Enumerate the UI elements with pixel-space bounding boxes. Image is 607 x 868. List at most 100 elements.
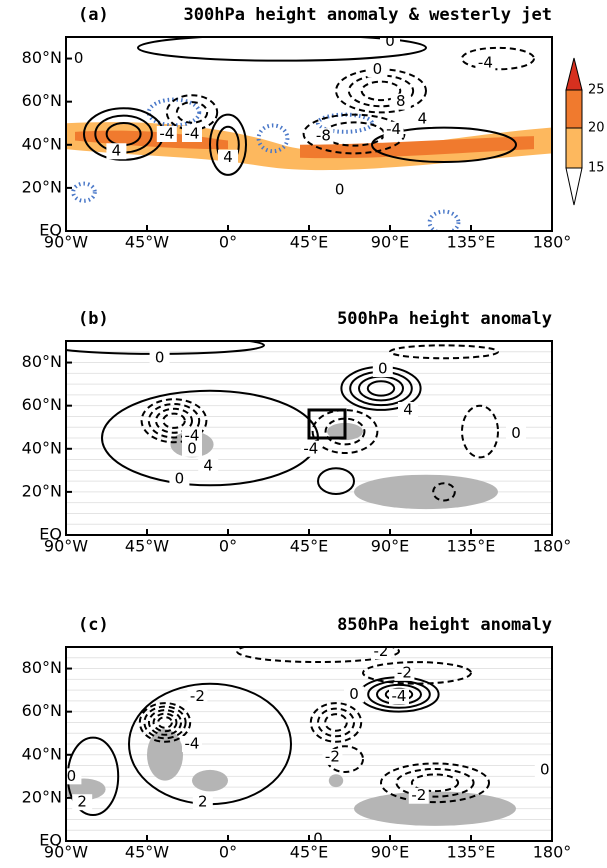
contour-label-bg: [394, 664, 415, 681]
contour-label-bg: [398, 401, 418, 418]
contour-label-bg: [66, 768, 82, 785]
contour-label-bg: [308, 830, 328, 841]
contour-label-bg: [412, 110, 433, 127]
contour-label: -2: [374, 642, 389, 660]
colorbar-tick-label: 25: [588, 83, 605, 98]
contour: [138, 702, 192, 743]
x-tick-label: 180°: [533, 233, 572, 252]
contour-label-bg: [475, 54, 496, 71]
contour-label: -4: [185, 735, 200, 753]
stipple: [316, 112, 374, 134]
colorbar-segment: [565, 127, 583, 169]
contour-label-bg: [192, 794, 213, 811]
contour: [157, 716, 173, 729]
contour-label: 0: [335, 181, 345, 199]
contour-label: -4: [386, 120, 401, 138]
contour-label-bg: [390, 93, 411, 110]
colorbar-tick-label: 15: [588, 161, 605, 176]
panel-label: (b): [78, 309, 109, 329]
shading: [354, 474, 498, 510]
contour-label-bg: [182, 440, 202, 457]
contour-label: 0: [187, 439, 197, 457]
contour-label-bg: [383, 121, 404, 138]
contour-label: 4: [223, 148, 233, 166]
contour: [395, 767, 475, 798]
contour-label: 4: [203, 457, 213, 475]
contour: [317, 707, 355, 738]
x-tick-label: 0°: [219, 233, 237, 252]
contour: [324, 713, 348, 732]
colorbar-segment: [565, 57, 583, 91]
contour: [147, 403, 201, 439]
y-tick-label: 80°N: [22, 48, 62, 67]
contour-label-bg: [380, 37, 400, 50]
contour: [324, 417, 366, 446]
x-tick-label: 90°W: [44, 843, 88, 862]
x-tick-label: 90°E: [371, 233, 409, 252]
x-tick-label: 0°: [219, 537, 237, 556]
contour-label-bg: [187, 688, 208, 705]
y-tick-label: 60°N: [22, 395, 62, 414]
y-tick-label: 80°N: [22, 658, 62, 677]
shading: [328, 774, 344, 788]
y-tick-label: 40°N: [22, 744, 62, 763]
x-tick-label: 90°W: [44, 537, 88, 556]
contour-label: 2: [77, 793, 87, 811]
contour-label: 8: [396, 92, 406, 110]
contour: [311, 409, 379, 455]
contour-label: 0: [175, 469, 185, 487]
y-tick-label: 20°N: [22, 481, 62, 500]
contour-label: 0: [511, 424, 521, 442]
shading: [192, 769, 228, 792]
x-tick-label: 135°E: [447, 843, 496, 862]
contour: [143, 705, 187, 740]
contour: [360, 80, 402, 102]
contour-label-bg: [313, 128, 334, 145]
stipple: [256, 123, 290, 154]
contour-label-bg: [367, 61, 388, 78]
contour: [236, 647, 400, 664]
contour-label: 0: [373, 60, 383, 78]
contour-label: -4: [303, 439, 318, 457]
contour: [326, 745, 364, 773]
y-tick-label: 60°N: [22, 91, 62, 110]
x-tick-label: 180°: [533, 843, 572, 862]
contour: [162, 412, 186, 429]
y-tick-label: 40°N: [22, 134, 62, 153]
contour-label: 0: [378, 360, 388, 378]
contour: [366, 380, 396, 397]
panel-label: (c): [78, 615, 109, 635]
panel-title: 300hPa height anomaly & westerly jet: [184, 5, 552, 25]
y-tick-label: 20°N: [22, 177, 62, 196]
contour-label: -4: [185, 125, 200, 143]
contour-label-bg: [408, 787, 429, 804]
contour-label: -4: [478, 53, 493, 71]
contour-label-bg: [156, 126, 177, 142]
contour-label: -2: [411, 786, 426, 804]
stipple: [146, 97, 202, 128]
contour-label-bg: [534, 761, 552, 778]
contour: [140, 398, 208, 444]
panel-label: (a): [78, 5, 109, 25]
contour-label: 2: [198, 793, 208, 811]
x-tick-label: 90°E: [371, 843, 409, 862]
contour-label-bg: [329, 182, 350, 199]
contour: [389, 344, 499, 360]
x-tick-label: 45°E: [290, 233, 328, 252]
contour-label: 0: [313, 829, 323, 847]
contour-label: 4: [418, 109, 428, 127]
y-tick-label: EQ: [39, 525, 62, 544]
contour-label: 4: [112, 142, 122, 160]
contour: [302, 113, 406, 155]
contour-label: -8: [316, 127, 331, 145]
colorbar: 15 20 25: [565, 57, 605, 206]
shading: [147, 728, 183, 781]
contour-label-bg: [149, 350, 170, 367]
contour-label: 0: [67, 767, 77, 785]
contour: [367, 680, 431, 709]
contour-label: 4: [403, 400, 413, 418]
map-area: -2 -2 0 -2 -4 -4 2 2 -2 -2 0 0 0: [66, 642, 552, 847]
contour: [380, 762, 490, 804]
